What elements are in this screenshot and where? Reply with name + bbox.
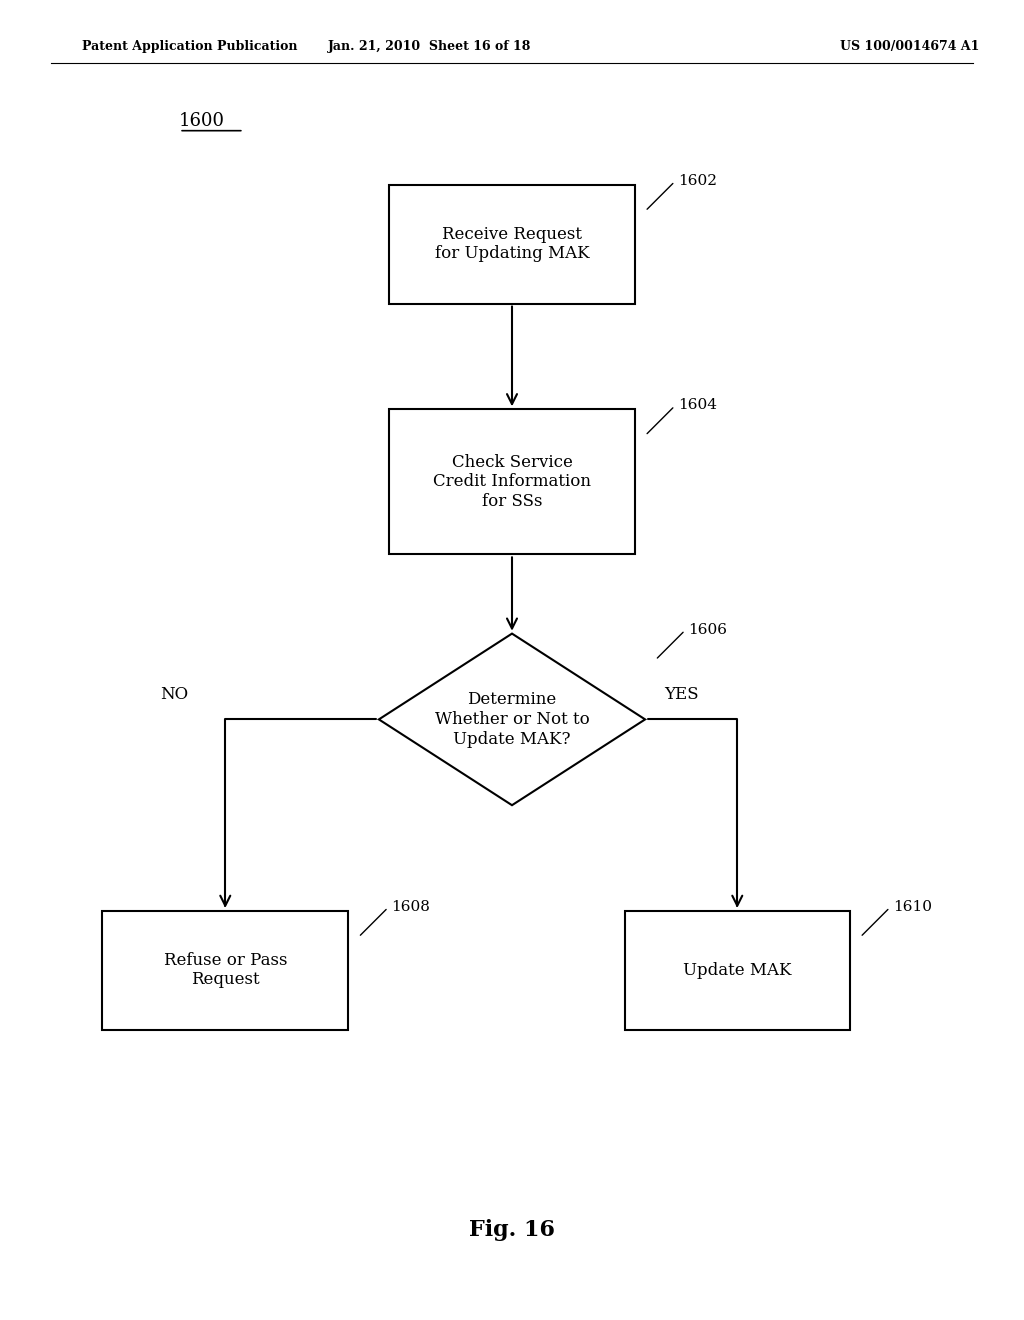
Text: Determine
Whether or Not to
Update MAK?: Determine Whether or Not to Update MAK? — [434, 692, 590, 747]
Text: Receive Request
for Updating MAK: Receive Request for Updating MAK — [434, 226, 590, 263]
Text: Jan. 21, 2010  Sheet 16 of 18: Jan. 21, 2010 Sheet 16 of 18 — [329, 40, 531, 53]
Text: Update MAK: Update MAK — [683, 962, 792, 978]
Text: 1606: 1606 — [688, 623, 727, 636]
Text: US 100/0014674 A1: US 100/0014674 A1 — [840, 40, 979, 53]
Text: 1602: 1602 — [678, 174, 717, 187]
FancyBboxPatch shape — [389, 185, 635, 304]
Text: YES: YES — [664, 686, 698, 702]
Text: 1600: 1600 — [179, 112, 225, 131]
Text: Check Service
Credit Information
for SSs: Check Service Credit Information for SSs — [433, 454, 591, 510]
Text: Fig. 16: Fig. 16 — [469, 1220, 555, 1241]
Text: Patent Application Publication: Patent Application Publication — [82, 40, 297, 53]
Text: 1610: 1610 — [893, 900, 932, 913]
FancyBboxPatch shape — [102, 911, 348, 1030]
FancyBboxPatch shape — [625, 911, 850, 1030]
Text: NO: NO — [160, 686, 188, 702]
Text: Refuse or Pass
Request: Refuse or Pass Request — [164, 952, 287, 989]
Text: 1608: 1608 — [391, 900, 430, 913]
Text: 1604: 1604 — [678, 399, 717, 412]
Polygon shape — [379, 634, 645, 805]
FancyBboxPatch shape — [389, 409, 635, 554]
